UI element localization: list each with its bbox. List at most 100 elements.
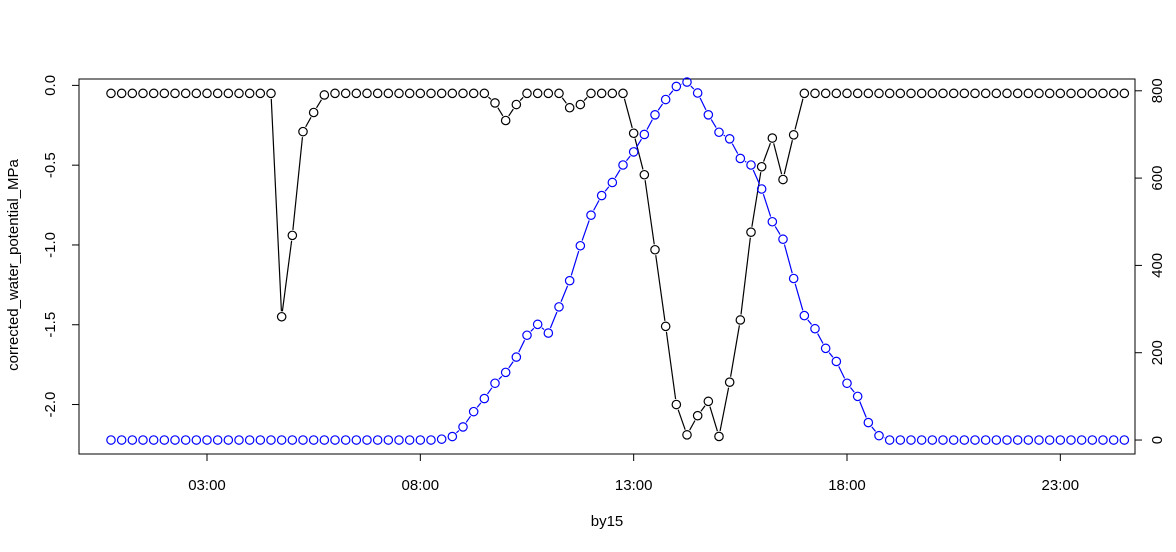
series-2-point bbox=[383, 435, 394, 445]
series-1-segment bbox=[677, 409, 686, 430]
series-1-point bbox=[895, 88, 906, 99]
series-1-point bbox=[1023, 88, 1034, 99]
series-1-point bbox=[340, 88, 351, 99]
series-1-point bbox=[223, 88, 234, 99]
series-2-point bbox=[298, 435, 308, 445]
series-2-point bbox=[1076, 435, 1087, 445]
series-2-point bbox=[586, 210, 596, 221]
series-2-point bbox=[671, 81, 682, 92]
series-1-point bbox=[511, 99, 522, 110]
series-lines bbox=[270, 83, 885, 439]
series-2-point bbox=[1108, 435, 1119, 445]
series-2-segment bbox=[465, 415, 472, 423]
series-2-point bbox=[906, 435, 916, 445]
series-1-point bbox=[767, 133, 778, 143]
series-2-point bbox=[884, 435, 895, 445]
series-2-segment bbox=[604, 186, 610, 192]
series-1-point bbox=[415, 88, 426, 99]
series-1-point bbox=[202, 88, 212, 99]
y-left-tick-label: -1.0 bbox=[42, 232, 59, 258]
series-2-point bbox=[756, 184, 767, 194]
series-1-segment bbox=[583, 96, 588, 101]
x-tick-label: 08:00 bbox=[402, 477, 440, 494]
series-1-point bbox=[287, 230, 298, 241]
series-1-point bbox=[1108, 88, 1119, 99]
series-1-point bbox=[788, 130, 799, 140]
series-points bbox=[106, 77, 1130, 445]
series-2-point bbox=[426, 435, 436, 445]
series-2-point bbox=[511, 352, 522, 362]
series-2-point bbox=[639, 129, 650, 140]
series-2-point bbox=[628, 147, 639, 157]
axis-ticks: 03:00 08:00 13:00 18:00 23:00 0.0 -0.5 -1.0 -1.5… bbox=[42, 75, 1166, 494]
series-1-point bbox=[138, 88, 148, 99]
series-1-point bbox=[820, 88, 831, 99]
series-2-point bbox=[116, 435, 127, 445]
series-2-point bbox=[543, 328, 554, 338]
series-1-point bbox=[628, 128, 639, 139]
series-2-segment bbox=[723, 134, 726, 137]
series-1-point bbox=[255, 88, 266, 99]
series-1-point bbox=[724, 377, 735, 387]
series-2-point bbox=[415, 435, 426, 445]
series-2-point bbox=[479, 393, 490, 404]
series-2-segment bbox=[570, 250, 580, 276]
series-1-point bbox=[884, 88, 895, 99]
series-1-point bbox=[148, 88, 159, 99]
series-1-segment bbox=[783, 140, 793, 175]
series-2-point bbox=[372, 435, 383, 445]
series-1-point bbox=[756, 161, 767, 172]
series-2-segment bbox=[752, 169, 760, 185]
series-1-point bbox=[778, 174, 788, 185]
series-2-segment bbox=[807, 319, 812, 325]
y-axis-title: corrected_water_potential_MPa bbox=[5, 158, 22, 370]
x-tick-label: 23:00 bbox=[1042, 477, 1080, 494]
series-1-point bbox=[447, 88, 458, 99]
x-tick-label: 18:00 bbox=[828, 477, 866, 494]
series-2-point bbox=[692, 88, 703, 98]
series-1-point bbox=[959, 88, 970, 99]
series-1-point bbox=[596, 88, 607, 99]
series-2-point bbox=[575, 240, 586, 251]
series-2-segment bbox=[744, 160, 747, 163]
series-1-point bbox=[948, 88, 959, 99]
series-1-segment bbox=[508, 108, 514, 117]
y-left-tick-label: 0.0 bbox=[42, 75, 59, 96]
series-1-point bbox=[607, 88, 618, 99]
series-1-segment bbox=[281, 240, 293, 312]
series-1-point bbox=[1087, 88, 1098, 99]
series-1-segment bbox=[655, 255, 666, 321]
series-1-point bbox=[671, 399, 682, 410]
series-1-point bbox=[927, 88, 938, 99]
series-2-point bbox=[202, 435, 212, 445]
series-2-segment bbox=[871, 426, 876, 432]
series-2-point bbox=[436, 434, 447, 444]
series-1-point bbox=[394, 88, 404, 99]
series-1-point bbox=[159, 88, 170, 99]
series-2-point bbox=[810, 323, 820, 334]
series-1-point bbox=[276, 311, 287, 322]
series-2-segment bbox=[828, 352, 834, 358]
series-2-point bbox=[266, 435, 276, 445]
series-2-point bbox=[863, 417, 874, 428]
series-2-point bbox=[287, 435, 298, 445]
series-1-point bbox=[127, 88, 138, 99]
series-1-point bbox=[212, 88, 223, 99]
series-2-point bbox=[820, 343, 831, 354]
series-2-point bbox=[554, 302, 564, 312]
series-2-point bbox=[106, 435, 116, 445]
series-1-point bbox=[308, 107, 319, 118]
series-2-segment bbox=[710, 119, 717, 128]
series-1-point bbox=[1119, 88, 1130, 99]
series-2-point bbox=[351, 435, 362, 445]
series-1-point bbox=[831, 88, 842, 99]
series-1-segment bbox=[730, 325, 740, 377]
series-1-point bbox=[234, 88, 244, 99]
series-1-point bbox=[575, 99, 586, 110]
series-2-point bbox=[916, 435, 927, 445]
series-1-point bbox=[703, 396, 714, 407]
series-2-segment bbox=[626, 155, 631, 162]
series-1-point bbox=[543, 88, 554, 99]
series-2-segment bbox=[581, 220, 590, 241]
series-1-point bbox=[180, 88, 191, 99]
